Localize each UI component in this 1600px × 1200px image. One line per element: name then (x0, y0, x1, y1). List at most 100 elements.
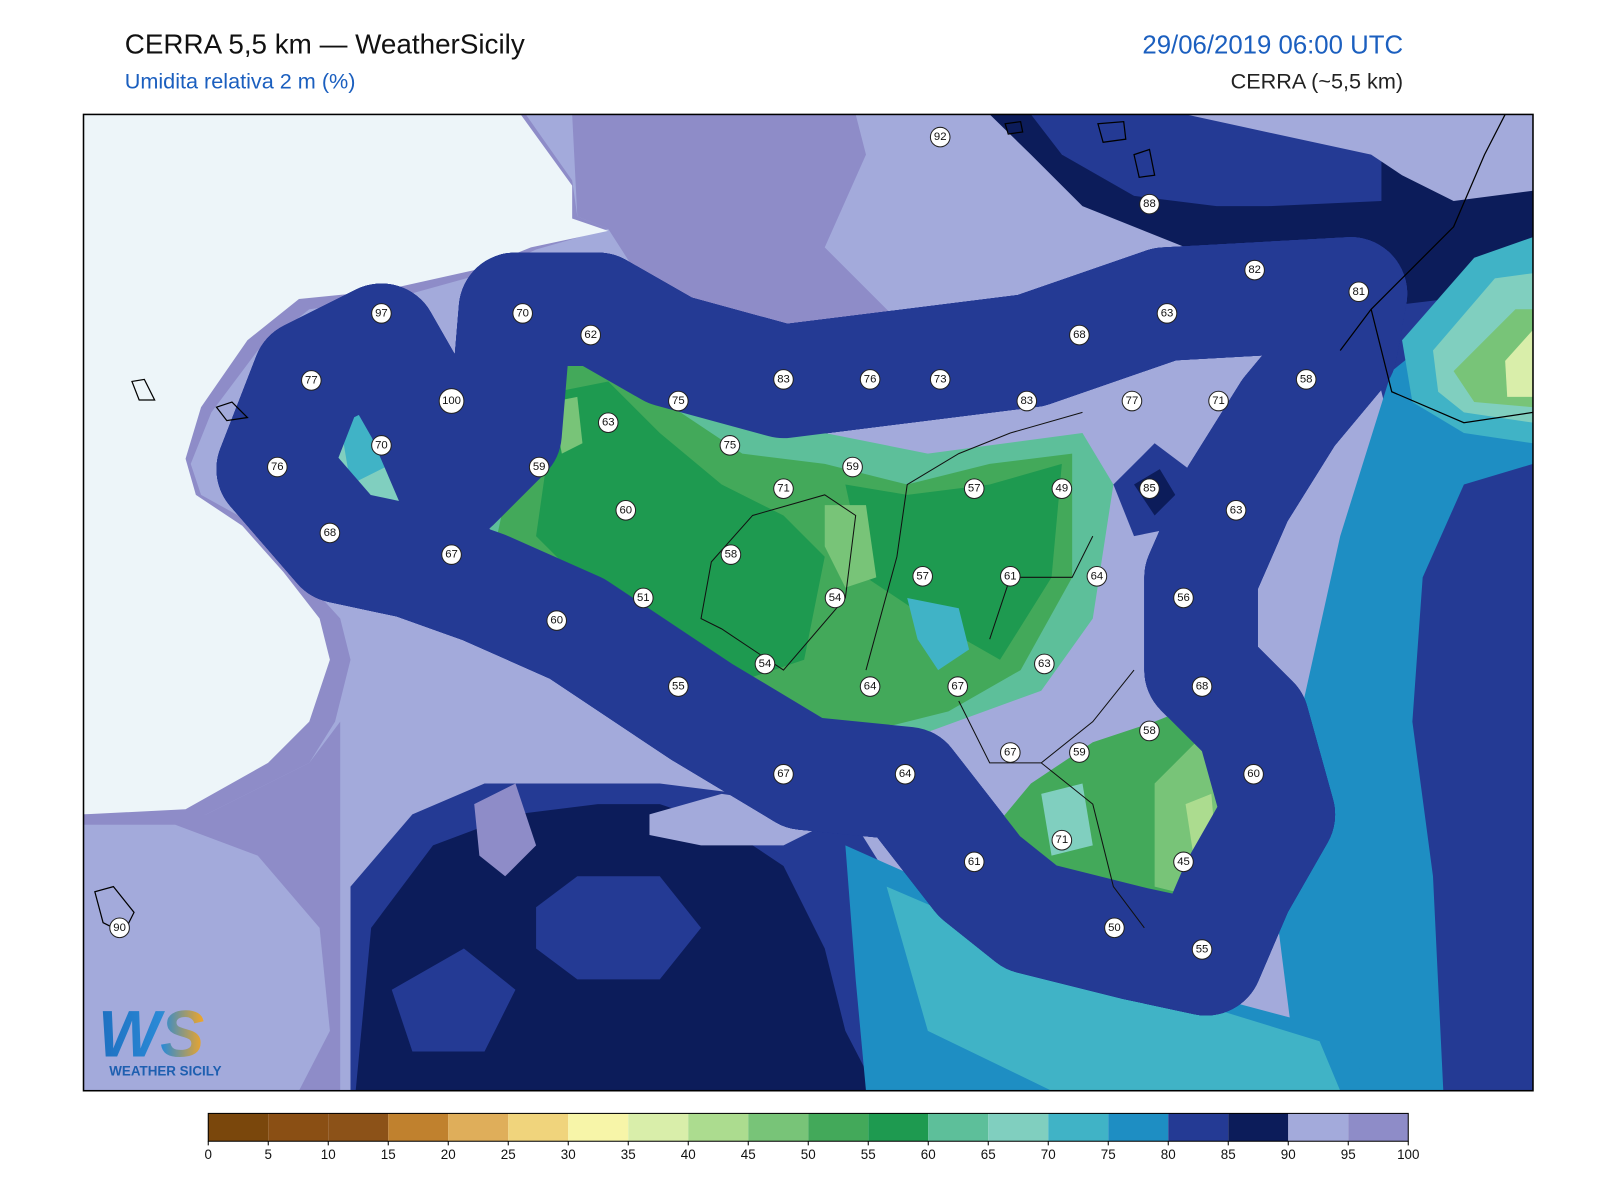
colorbar-tick-label: 60 (921, 1147, 936, 1162)
colorbar-segment (808, 1113, 869, 1142)
station-value: 100 (442, 395, 461, 407)
humidity-zone (1185, 114, 1533, 202)
humidity-zone (536, 381, 825, 681)
station-value: 58 (1143, 725, 1156, 737)
station-marker (580, 324, 602, 346)
station-marker (109, 917, 130, 939)
humidity-zone (1505, 329, 1533, 397)
station-marker (999, 565, 1021, 587)
station-marker (773, 369, 794, 390)
station-value: 67 (951, 681, 964, 693)
colorbar-segment (328, 1113, 389, 1142)
station-marker (773, 478, 794, 499)
colorbar-tick-label: 5 (265, 1147, 272, 1162)
model-label: CERRA (~5,5 km) (1231, 69, 1403, 94)
humidity-zone (391, 948, 516, 1052)
station-marker (1243, 763, 1264, 785)
humidity-zone (340, 402, 392, 485)
station-marker (1208, 390, 1229, 412)
colorbar: 0 5 10 15 20 25 30 35 40 45 50 55 60 65 70 75 80 85 90 95 10… (205, 1112, 1419, 1162)
colorbar-segment (268, 1113, 329, 1142)
station-value: 54 (759, 658, 772, 670)
station-value: 68 (1196, 681, 1209, 693)
station-marker (438, 388, 465, 414)
station-value: 50 (1108, 922, 1121, 934)
subtitle: Umidita relativa 2 m (%) (125, 69, 356, 94)
station-marker (1348, 281, 1370, 303)
station-marker (301, 370, 322, 391)
station-value: 81 (1352, 286, 1365, 298)
station-value: 70 (375, 439, 388, 451)
sicily-field (273, 294, 1408, 959)
station-value: 68 (324, 527, 337, 539)
station-marker (1104, 917, 1125, 939)
colorbar-tick-label: 50 (801, 1147, 816, 1162)
station-value: 73 (934, 373, 947, 385)
station-marker (1069, 324, 1090, 346)
colorbar-segment (568, 1113, 629, 1142)
colorbar-segment (748, 1113, 809, 1142)
station-marker (773, 763, 794, 785)
colorbar-segment (928, 1113, 989, 1142)
station-marker (929, 126, 951, 148)
station-marker (267, 456, 288, 478)
station-value: 49 (1056, 483, 1069, 495)
station-value: 45 (1177, 856, 1190, 868)
station-value: 71 (777, 483, 790, 495)
station-value: 59 (533, 461, 546, 473)
station-marker (1139, 193, 1160, 215)
station-marker (1139, 720, 1160, 742)
colorbar-segment (688, 1113, 749, 1142)
station-marker (319, 522, 341, 544)
colorbar-tick-label: 75 (1101, 1147, 1116, 1162)
station-marker (719, 435, 741, 456)
station-marker (632, 587, 654, 609)
station-marker (1016, 390, 1038, 412)
humidity-zone (83, 824, 330, 1091)
island-outline (94, 120, 1156, 934)
station-marker (912, 565, 933, 587)
station-value: 57 (968, 483, 981, 495)
station-value: 75 (672, 395, 685, 407)
colorbar-segment (1228, 1113, 1289, 1142)
colorbar-segment (628, 1113, 689, 1142)
station-marker (668, 390, 689, 412)
station-marker (1051, 478, 1073, 499)
humidity-zone (83, 114, 609, 815)
station-marker (1156, 303, 1178, 324)
colorbar-tick-label: 55 (861, 1147, 876, 1162)
station-marker (597, 412, 619, 433)
station-value: 97 (375, 307, 388, 319)
datetime: 29/06/2019 06:00 UTC (1142, 32, 1403, 60)
station-value: 58 (1300, 373, 1313, 385)
station-value: 59 (1073, 747, 1086, 759)
station-value: 75 (724, 439, 737, 451)
title: CERRA 5,5 km — WeatherSicily (125, 29, 525, 60)
station-value: 77 (1126, 395, 1139, 407)
station-value: 59 (846, 461, 859, 473)
colorbar-segment (868, 1113, 929, 1142)
station-value: 58 (725, 549, 738, 561)
colorbar-tick-label: 0 (205, 1147, 212, 1162)
colorbar-tick-label: 15 (381, 1147, 396, 1162)
station-value: 83 (1020, 395, 1033, 407)
logo: WS WEATHER SICILY (98, 997, 222, 1079)
station-value: 64 (864, 681, 877, 693)
station-value: 63 (1161, 307, 1174, 319)
station-marker (720, 544, 742, 565)
station-marker (1295, 369, 1317, 390)
station-marker (1173, 851, 1194, 873)
colorbar-tick-label: 90 (1281, 1147, 1296, 1162)
station-marker (1244, 259, 1265, 281)
station-marker (1086, 565, 1108, 587)
station-value: 63 (602, 417, 615, 429)
station-marker (1191, 939, 1213, 960)
station-value: 82 (1248, 264, 1261, 276)
colorbar-tick-label: 80 (1161, 1147, 1176, 1162)
station-marker (441, 544, 462, 565)
station-value: 63 (1038, 658, 1051, 670)
colorbar-segment (448, 1113, 509, 1142)
station-marker (1069, 742, 1090, 763)
